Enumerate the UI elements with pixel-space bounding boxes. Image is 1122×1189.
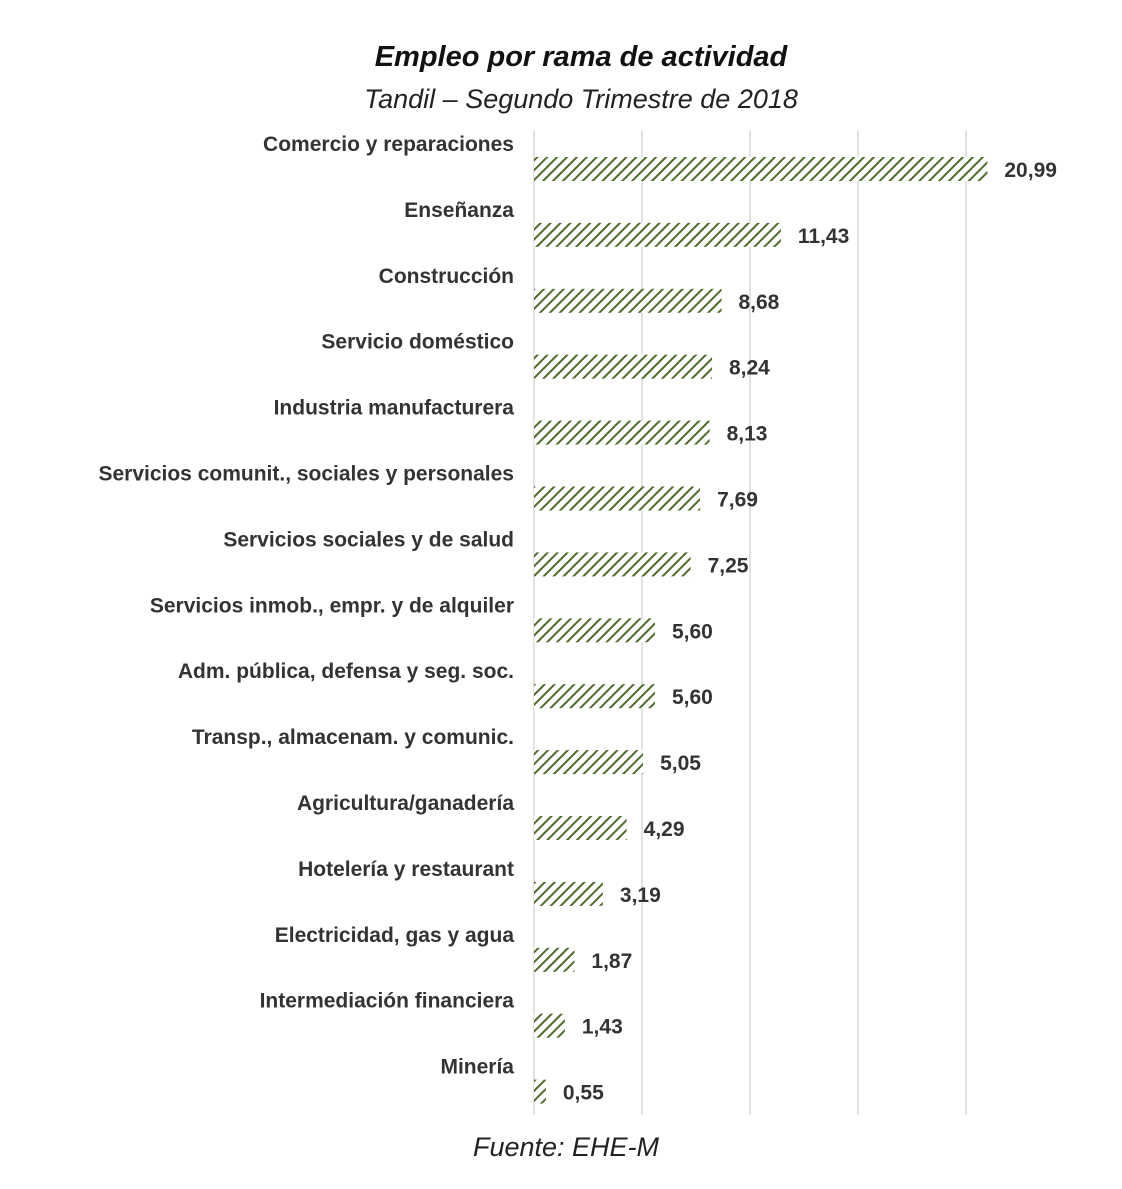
category-label: Agricultura/ganadería xyxy=(297,792,514,815)
category-label: Hotelería y restaurant xyxy=(298,858,514,881)
data-label: 0,55 xyxy=(563,1082,604,1105)
bar xyxy=(534,1079,546,1104)
data-label: 1,87 xyxy=(591,950,632,973)
chart-subtitle: Tandil – Segundo Trimestre de 2018 xyxy=(364,84,798,114)
category-label: Enseñanza xyxy=(404,199,514,222)
category-label: Servicios inmob., empr. y de alquiler xyxy=(150,594,514,617)
bar xyxy=(534,947,575,972)
category-label: Minería xyxy=(440,1056,514,1079)
bar xyxy=(534,816,627,840)
value-labels: 20,99 11,43 8,68 8,24 8,13 7,69 7,25 5,60 5,60 5,… xyxy=(563,159,1057,1105)
data-label: 5,60 xyxy=(672,686,713,709)
category-label: Servicios comunit., sociales y personale… xyxy=(98,463,514,486)
bar xyxy=(534,288,722,313)
category-label: Comercio y reparaciones xyxy=(263,133,514,156)
data-label: 11,43 xyxy=(798,225,849,248)
data-label: 1,43 xyxy=(582,1016,623,1039)
bar xyxy=(534,354,712,379)
data-label: 20,99 xyxy=(1004,159,1057,182)
data-label: 5,60 xyxy=(672,620,713,643)
category-label: Industria manufacturera xyxy=(274,397,515,420)
bar xyxy=(534,222,781,247)
chart-title: Empleo por rama de actividad xyxy=(375,41,789,73)
data-label: 8,13 xyxy=(727,423,768,446)
data-label: 7,25 xyxy=(708,554,749,577)
bar xyxy=(534,486,701,511)
category-label: Servicio doméstico xyxy=(321,331,514,354)
data-label: 4,29 xyxy=(644,818,685,841)
data-label: 8,24 xyxy=(729,357,770,380)
bars xyxy=(534,157,988,1104)
data-label: 3,19 xyxy=(620,884,661,907)
category-label: Electricidad, gas y agua xyxy=(275,924,515,947)
category-label: Adm. pública, defensa y seg. soc. xyxy=(178,660,514,683)
bar xyxy=(534,420,710,445)
source-note: Fuente: EHE-M xyxy=(473,1132,660,1162)
bar xyxy=(534,684,655,709)
data-label: 5,05 xyxy=(660,752,701,775)
category-labels: Comercio y reparaciones Enseñanza Construc… xyxy=(98,133,514,1079)
data-label: 7,69 xyxy=(717,489,758,512)
bar xyxy=(534,750,644,775)
category-label: Servicios sociales y de salud xyxy=(223,528,514,551)
bar xyxy=(534,552,691,577)
bar xyxy=(534,881,603,906)
bar xyxy=(534,618,655,643)
category-label: Construcción xyxy=(379,265,514,288)
category-label: Intermediación financiera xyxy=(260,990,515,1013)
bar xyxy=(534,157,988,181)
category-label: Transp., almacenam. y comunic. xyxy=(192,726,514,749)
bar xyxy=(534,1013,565,1038)
data-label: 8,68 xyxy=(738,291,779,314)
